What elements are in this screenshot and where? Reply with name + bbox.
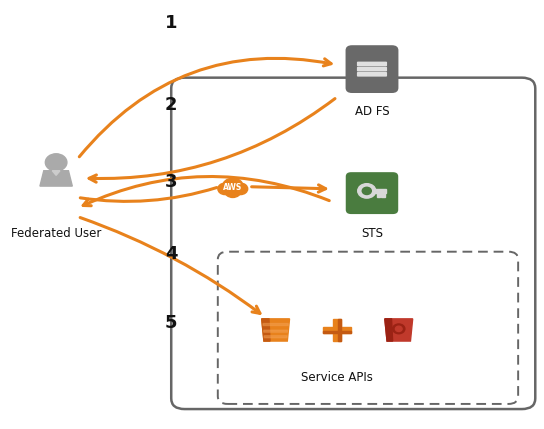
Text: STS: STS bbox=[361, 227, 383, 240]
Polygon shape bbox=[52, 171, 60, 175]
Circle shape bbox=[362, 187, 372, 194]
Text: AD FS: AD FS bbox=[355, 106, 390, 118]
Polygon shape bbox=[323, 331, 351, 333]
Text: 1: 1 bbox=[165, 15, 177, 33]
FancyBboxPatch shape bbox=[357, 72, 387, 77]
Text: AWS: AWS bbox=[223, 183, 243, 192]
FancyBboxPatch shape bbox=[345, 45, 398, 93]
FancyBboxPatch shape bbox=[357, 62, 387, 66]
Polygon shape bbox=[262, 319, 270, 341]
Polygon shape bbox=[381, 193, 385, 197]
Polygon shape bbox=[40, 171, 72, 186]
Polygon shape bbox=[371, 189, 386, 193]
Polygon shape bbox=[376, 193, 380, 197]
Circle shape bbox=[218, 183, 232, 195]
Polygon shape bbox=[323, 327, 351, 333]
Text: Federated User: Federated User bbox=[11, 227, 101, 240]
Polygon shape bbox=[262, 319, 289, 341]
Polygon shape bbox=[264, 336, 287, 338]
Circle shape bbox=[45, 154, 67, 171]
Circle shape bbox=[222, 178, 243, 195]
Circle shape bbox=[358, 184, 376, 198]
FancyBboxPatch shape bbox=[357, 67, 387, 72]
Circle shape bbox=[233, 183, 248, 195]
Polygon shape bbox=[333, 319, 341, 341]
Circle shape bbox=[225, 184, 241, 197]
Polygon shape bbox=[385, 319, 393, 341]
Polygon shape bbox=[385, 319, 413, 341]
Polygon shape bbox=[338, 319, 341, 341]
Text: 2: 2 bbox=[165, 96, 177, 114]
Text: 4: 4 bbox=[165, 245, 177, 263]
Polygon shape bbox=[263, 323, 288, 326]
Text: 5: 5 bbox=[165, 314, 177, 332]
Text: Service APIs: Service APIs bbox=[301, 371, 373, 384]
Polygon shape bbox=[264, 330, 288, 332]
Circle shape bbox=[393, 324, 405, 334]
Text: 3: 3 bbox=[165, 173, 177, 191]
FancyBboxPatch shape bbox=[346, 172, 398, 214]
Circle shape bbox=[395, 326, 402, 332]
